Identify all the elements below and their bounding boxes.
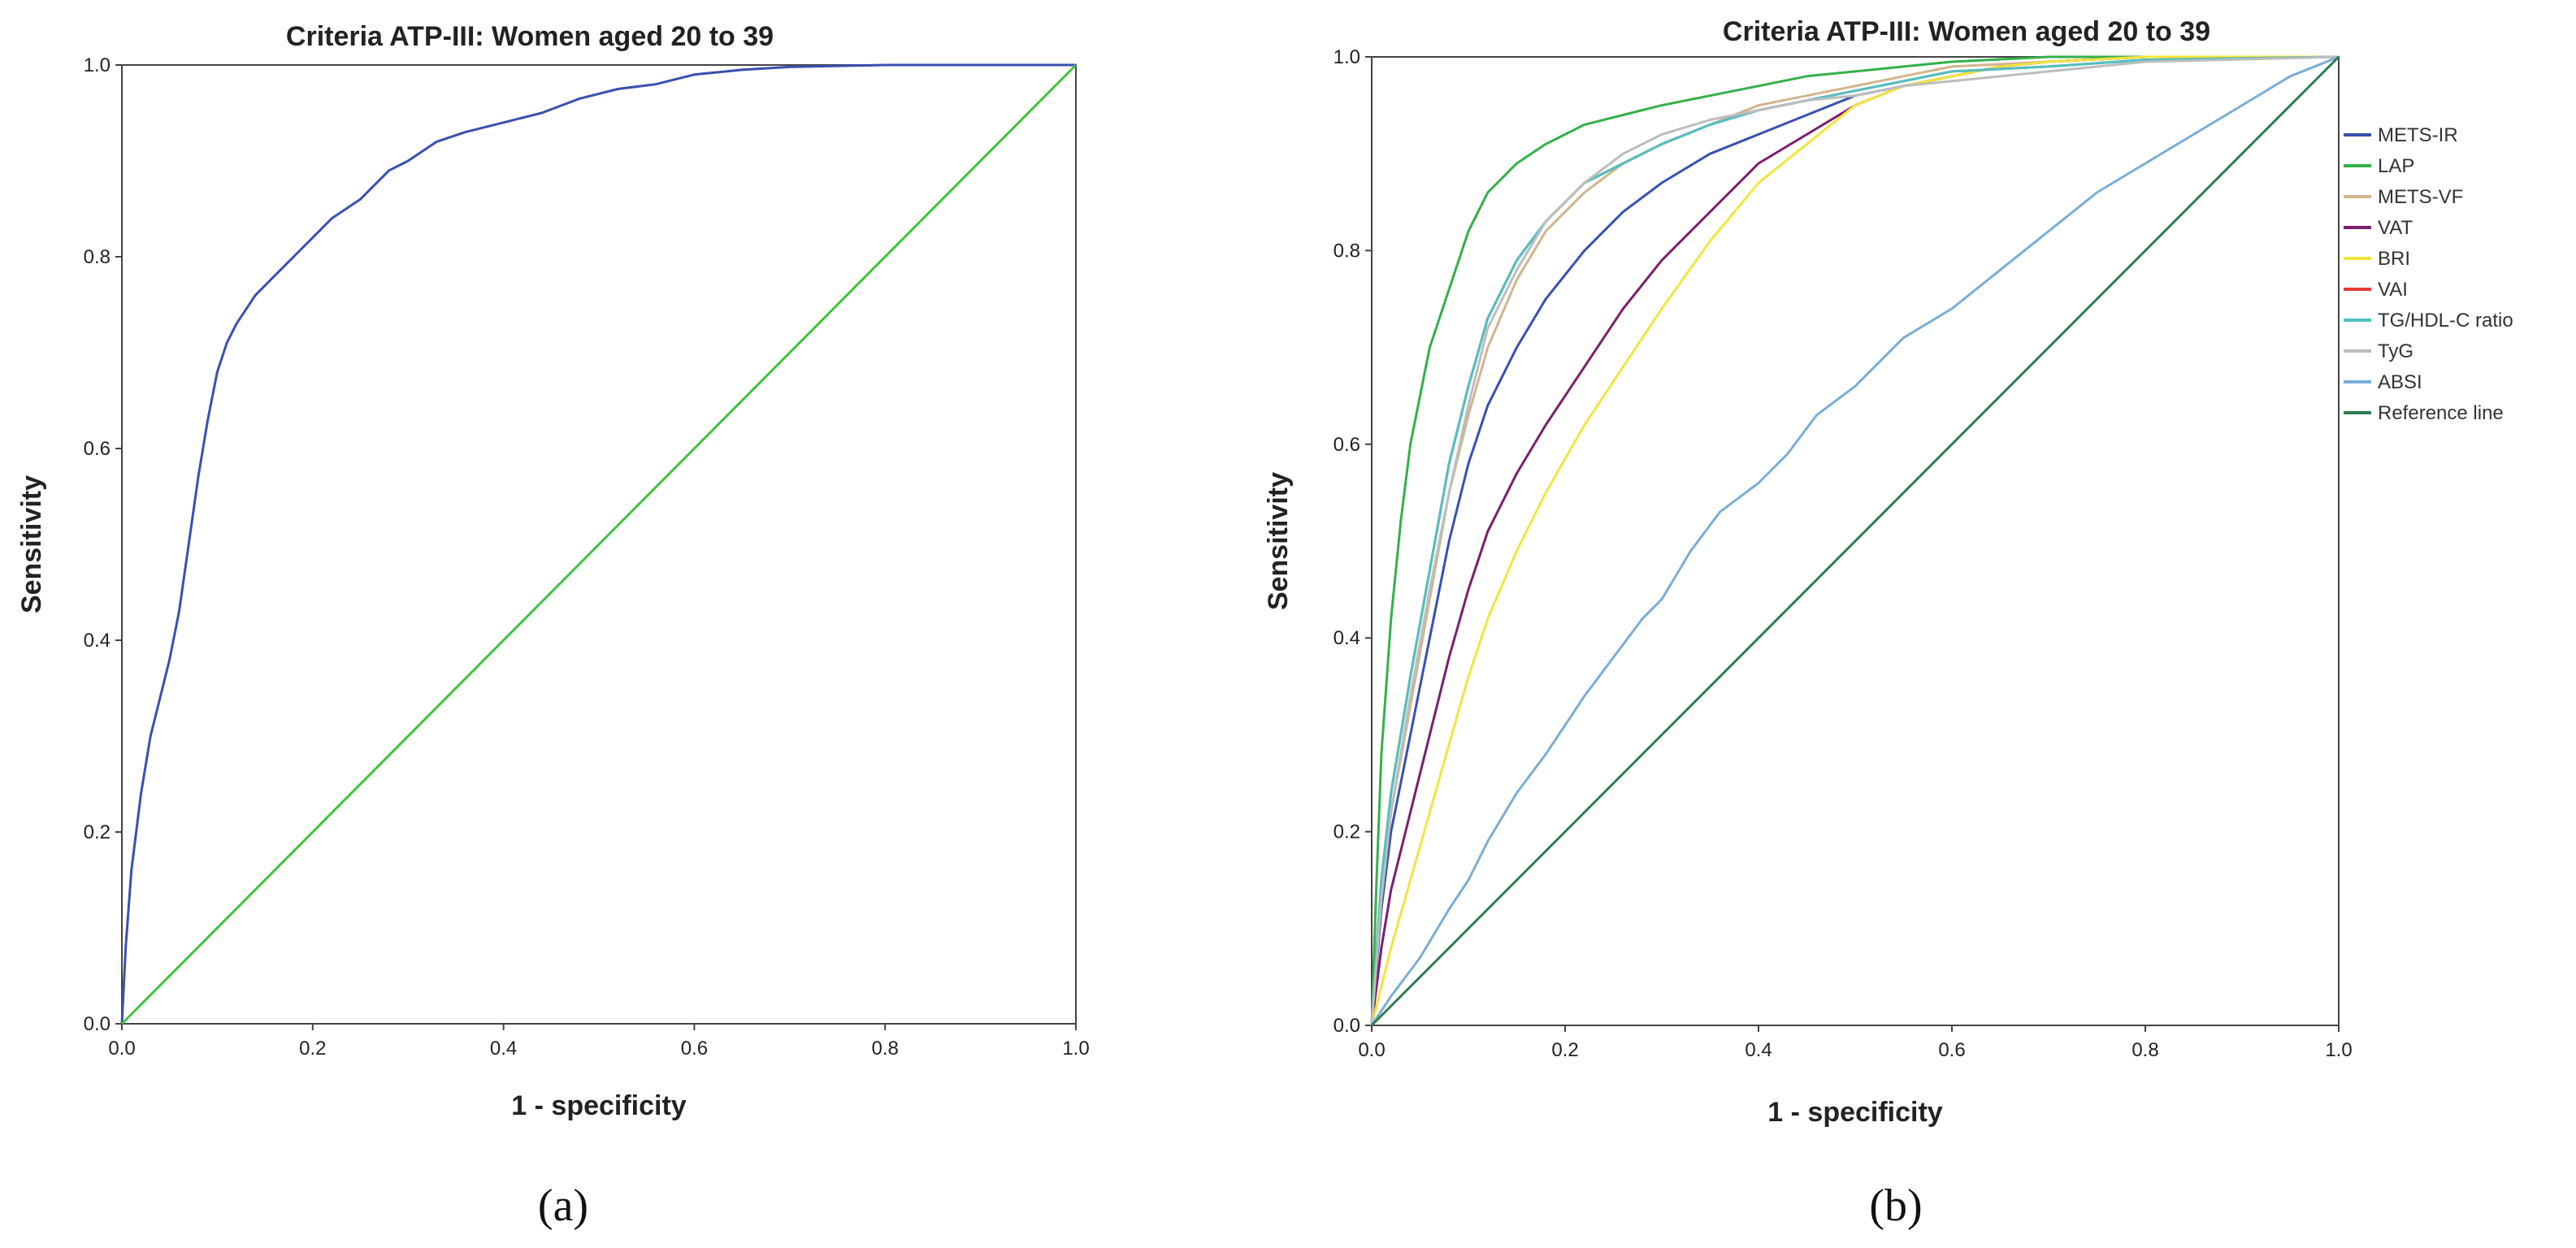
legend-label-vat: VAT [2378,217,2413,239]
panel-b: Criteria ATP-III: Women aged 20 to 39 0.… [1263,16,2513,1231]
chart-b-series-absi [1370,55,2340,1026]
chart-a-y-tick-label: 0.0 [84,1013,111,1035]
chart-b-plot-frame [1371,56,2340,1026]
chart-b-x-tick-label: 1.0 [2325,1039,2352,1061]
chart-a-series-group [120,63,1078,1025]
chart-a-x-tick-label: 0.4 [490,1038,517,1060]
chart-a-x-tick-label: 0.6 [681,1038,708,1060]
chart-a-series-roc [120,63,1076,1025]
chart-b-y-tick-label: 0.0 [1334,1015,1360,1037]
chart-a-title: Criteria ATP-III: Women aged 20 to 39 [286,21,774,52]
chart-b-series-reference-line [1370,55,2340,1027]
chart-a-y-tick-label: 0.6 [84,438,111,460]
chart-a-x-tick-label: 0.2 [299,1038,326,1060]
chart-a-y-axis-label: Sensitivity [16,475,47,613]
legend-label-reference-line: Reference line [2378,402,2504,424]
chart-b-y-tick-label: 0.4 [1334,627,1360,649]
legend-label-lap: LAP [2378,155,2414,177]
legend-label-tg-hdl-c-ratio: TG/HDL-C ratio [2378,310,2513,332]
chart-a-y-tick-label: 0.8 [84,246,111,268]
chart-b-y-tick-label: 0.6 [1334,434,1360,456]
chart-a-x-tick-label: 0.0 [108,1038,135,1060]
chart-b-y-axis-label: Sensitivity [1263,472,1294,610]
chart-b-series-group [1370,55,2340,1027]
chart-b-x-tick-label: 0.0 [1358,1039,1385,1061]
chart-a-y-tick-label: 0.4 [84,630,111,652]
chart-b-x-tick-label: 0.2 [1551,1039,1578,1061]
chart-b-x-axis-label: 1 - specificity [1767,1097,1943,1128]
chart-a-y-tick-label: 1.0 [84,54,111,76]
legend-label-bri: BRI [2378,248,2410,270]
chart-b-series-tg-hdl-c-ratio [1370,55,2340,1026]
chart-b-y-tick-label: 0.2 [1334,821,1360,843]
chart-b-y-ticks: 0.0 0.2 0.4 0.6 0.8 1.0 [1334,46,1372,1037]
chart-b-legend: METS-IR LAP METS-VF VAT BRI VAI TG/HDL-C ratio… [2344,124,2513,424]
chart-b-series-bri [1370,55,2339,1026]
legend-label-absi: ABSI [2378,371,2422,393]
chart-b-x-tick-label: 0.6 [1938,1039,1965,1061]
chart-b-title: Criteria ATP-III: Women aged 20 to 39 [1723,16,2210,47]
chart-b-x-tick-label: 0.8 [2131,1039,2158,1061]
chart-b-x-ticks: 0.0 0.2 0.4 0.6 0.8 1.0 [1358,1025,2353,1061]
legend-label-tyg: TyG [2378,340,2413,362]
chart-a-y-ticks: 0.0 0.2 0.4 0.6 0.8 1.0 [84,54,122,1035]
chart-a-x-axis-label: 1 - specificity [511,1090,687,1121]
chart-b-series-lap [1370,55,2339,1026]
chart-a-x-ticks: 0.0 0.2 0.4 0.6 0.8 1.0 [108,1024,1090,1060]
panel-a-label: (a) [538,1181,588,1231]
chart-b-y-tick-label: 0.8 [1334,240,1360,262]
chart-b-series-mets-vf [1370,55,2339,1026]
legend-label-vai: VAI [2378,279,2408,301]
legend-label-mets-vf: METS-VF [2378,186,2463,208]
chart-b-series-tyg [1370,55,2340,1026]
chart-a-x-tick-label: 0.8 [872,1038,899,1060]
chart-a-y-tick-label: 0.2 [84,821,111,843]
chart-a-plot-frame [121,64,1077,1025]
chart-a-x-tick-label: 1.0 [1062,1038,1089,1060]
chart-b-x-tick-label: 0.4 [1745,1039,1772,1061]
panel-a: Criteria ATP-III: Women aged 20 to 39 0.… [16,21,1090,1231]
chart-b-y-tick-label: 1.0 [1334,46,1360,68]
panel-b-label: (b) [1869,1181,1922,1231]
chart-a-series-reference-line [120,63,1078,1025]
legend-label-mets-ir: METS-IR [2378,124,2458,146]
